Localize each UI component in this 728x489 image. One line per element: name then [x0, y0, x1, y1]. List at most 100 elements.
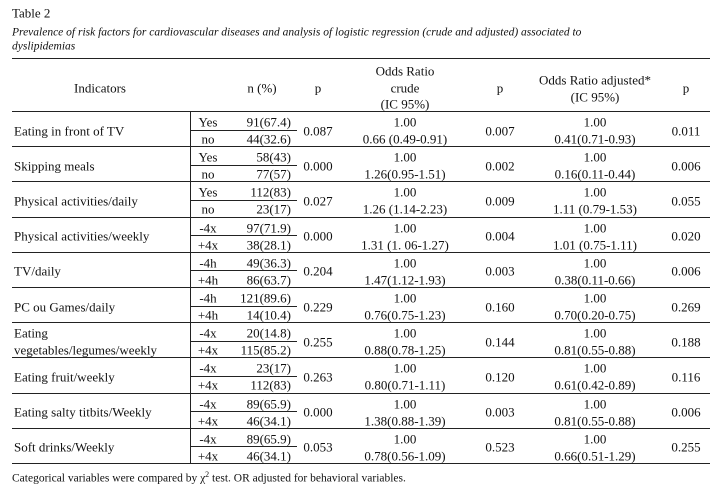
table-caption: Prevalence of risk factors for cardiovas…: [12, 26, 582, 39]
odds-ratio-adjusted: 0.38(0.11-0.66): [554, 272, 636, 288]
odds-ratio-adjusted: 0.70(0.20-0.75): [554, 307, 636, 323]
odds-ratio-adjusted: 0.41(0.71-0.93): [554, 131, 636, 147]
rule: [12, 392, 710, 394]
p-value: 0.255: [671, 439, 701, 455]
p-value: 0.006: [671, 263, 701, 279]
divider: [190, 393, 191, 428]
footnote: Categorical variables were compared by χ…: [12, 469, 406, 485]
p-value: 0.229: [303, 299, 333, 315]
indicator: Eating salty titbits/Weekly: [14, 404, 152, 420]
divider: [190, 147, 191, 182]
rule: [190, 446, 297, 448]
level-label: Yes: [198, 114, 218, 130]
odds-ratio-crude: 1.26(0.95-1.51): [364, 166, 446, 182]
p-value: 0.002: [485, 158, 515, 174]
odds-ratio-adjusted: 1.11 (0.79-1.53): [552, 201, 638, 217]
header-cell: p: [496, 80, 504, 96]
odds-ratio-crude: 1.31 (1. 06-1.27): [361, 237, 449, 253]
p-value: 0.000: [303, 158, 333, 174]
rule: [12, 287, 710, 288]
n-percent: 77(57): [256, 166, 291, 182]
n-percent: 86(63.7): [246, 272, 291, 288]
level-label: -4x: [199, 220, 217, 236]
header-cell: n (%): [247, 80, 277, 96]
p-value: 0.009: [485, 193, 515, 209]
rule: [12, 216, 710, 218]
table-caption: dyslipidemias: [12, 40, 76, 53]
odds-ratio-adjusted: 1.00: [583, 220, 607, 236]
n-percent: 46(34.1): [246, 448, 291, 464]
odds-ratio-crude: 1.00: [393, 290, 417, 306]
table-title: Table 2: [12, 5, 51, 21]
odds-ratio-crude: 1.00: [393, 396, 417, 412]
n-percent: 89(65.9): [246, 431, 291, 447]
odds-ratio-crude: 1.00: [393, 255, 417, 271]
p-value: 0.116: [671, 369, 701, 385]
indicator: vegetables/legumes/weekly: [14, 342, 157, 358]
n-percent: 115(85.2): [240, 342, 291, 358]
divider: [190, 288, 191, 323]
p-value: 0.255: [303, 334, 333, 350]
n-percent: 121(89.6): [240, 290, 291, 306]
p-value: 0.120: [485, 369, 515, 385]
p-value: 0.000: [303, 228, 333, 244]
odds-ratio-crude: 0.66 (0.49-0.91): [362, 131, 448, 147]
rule: [190, 129, 297, 131]
p-value: 0.004: [485, 228, 515, 244]
p-value: 0.204: [303, 263, 333, 279]
header-cell: Indicators: [74, 80, 126, 96]
odds-ratio-crude: 1.38(0.88-1.39): [364, 413, 446, 429]
odds-ratio-adjusted: 1.00: [583, 114, 607, 130]
odds-ratio-adjusted: 1.00: [583, 396, 607, 412]
level-label: Yes: [198, 149, 218, 165]
n-percent: 14(10.4): [246, 307, 291, 323]
odds-ratio-crude: 1.47(1.12-1.93): [364, 272, 446, 288]
n-percent: 112(83): [250, 184, 291, 200]
rule: [12, 463, 710, 464]
odds-ratio-crude: 1.00: [393, 220, 417, 236]
rule: [12, 357, 710, 359]
divider: [190, 182, 191, 217]
odds-ratio-crude: 1.00: [393, 431, 417, 447]
odds-ratio-crude: 0.80(0.71-1.11): [364, 377, 446, 393]
p-value: 0.020: [671, 228, 701, 244]
rule: [12, 58, 710, 59]
indicator: Eating in front of TV: [14, 123, 125, 139]
level-label: -4h: [199, 290, 217, 306]
level-label: +4h: [197, 307, 219, 323]
n-percent: 44(32.6): [246, 131, 291, 147]
n-percent: 91(67.4): [246, 114, 291, 130]
n-percent: 97(71.9): [246, 220, 291, 236]
n-percent: 58(43): [256, 149, 291, 165]
p-value: 0.003: [485, 404, 515, 420]
level-label: +4x: [197, 377, 219, 393]
rule: [12, 181, 710, 183]
rule: [190, 200, 297, 201]
header-cell: Odds Ratio: [375, 63, 435, 79]
odds-ratio-crude: 1.00: [393, 360, 417, 376]
footnote-text: test. OR adjusted for behavioral variabl…: [209, 472, 406, 485]
odds-ratio-adjusted: 0.81(0.55-0.88): [554, 342, 636, 358]
level-label: no: [201, 201, 215, 217]
footnote-text: Categorical variables were compared by χ: [12, 472, 206, 485]
footnote-superscript: 2: [205, 469, 210, 479]
rule: [190, 411, 297, 413]
header-cell: p: [314, 80, 322, 96]
n-percent: 46(34.1): [246, 413, 291, 429]
rule: [190, 164, 297, 166]
indicator: Soft drinks/Weekly: [14, 439, 115, 455]
odds-ratio-crude: 0.78(0.56-1.09): [364, 448, 446, 464]
odds-ratio-adjusted: 1.00: [583, 149, 607, 165]
level-label: +4x: [197, 342, 219, 358]
header-cell: Odds Ratio adjusted*: [539, 72, 651, 88]
divider: [190, 428, 191, 463]
p-value: 0.027: [303, 193, 333, 209]
p-value: 0.160: [485, 299, 515, 315]
rule: [190, 270, 297, 272]
level-label: -4x: [199, 431, 217, 447]
header-cell: p: [682, 80, 690, 96]
indicator: Physical activities/weekly: [14, 228, 150, 244]
odds-ratio-adjusted: 1.00: [583, 255, 607, 271]
p-value: 0.269: [671, 299, 701, 315]
